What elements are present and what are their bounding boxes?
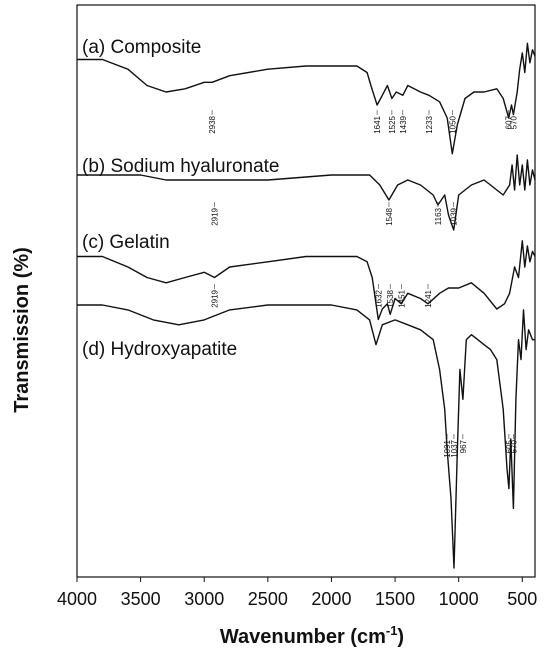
peak-label: 1451 bbox=[397, 289, 406, 307]
spectrum-line bbox=[77, 42, 536, 155]
peak-label: 1039 bbox=[450, 207, 459, 225]
series-label: (d) Hydroxyapatite bbox=[82, 339, 237, 360]
peak-label: 1241 bbox=[424, 289, 433, 307]
peak-label: 967 bbox=[459, 439, 468, 453]
series-1: (a) Composite 2938 1641 1525 1439 1233 1050 607… bbox=[77, 37, 536, 155]
peak-label: 2919 bbox=[211, 289, 220, 307]
x-tick-label: 3500 bbox=[121, 589, 161, 609]
peak-label: 2938 bbox=[208, 115, 217, 133]
plot-axes bbox=[76, 4, 536, 578]
peak-label: 605 bbox=[505, 439, 514, 453]
x-tick-label: 1500 bbox=[375, 589, 415, 609]
x-tick-label: 500 bbox=[507, 589, 537, 609]
peak-label: 1050 bbox=[448, 115, 457, 133]
peak-label: 570 bbox=[509, 115, 518, 129]
spectrum-line bbox=[77, 240, 536, 321]
series-2: (b) Sodium hyaluronate 2919 1548 1163 1039 bbox=[77, 154, 536, 231]
y-axis-title: Transmission (%) bbox=[11, 247, 33, 413]
x-axis-title-close: ) bbox=[397, 626, 404, 648]
x-axis-ticks: 4000 3500 3000 2500 2000 1500 1000 500 bbox=[57, 577, 537, 609]
spectrum-line bbox=[77, 304, 535, 569]
peak-label: 2919 bbox=[211, 207, 220, 225]
series-label: (c) Gelatin bbox=[82, 232, 170, 253]
x-tick-label: 2500 bbox=[248, 589, 288, 609]
peak-label: 1525 bbox=[388, 115, 397, 133]
spectrum-line bbox=[77, 154, 536, 231]
x-axis-title-main: Wavenumber (cm bbox=[220, 626, 386, 648]
peak-label: 1233 bbox=[425, 115, 434, 133]
peak-label: 1091 bbox=[443, 439, 452, 457]
spectra: (a) Composite 2938 1641 1525 1439 1233 1050 607… bbox=[77, 37, 536, 569]
x-tick-label: 2000 bbox=[311, 589, 351, 609]
x-tick-label: 4000 bbox=[57, 589, 97, 609]
peak-label: 1641 bbox=[373, 115, 382, 133]
peak-label: 1548 bbox=[385, 207, 394, 225]
peak-label: 1163 bbox=[434, 207, 443, 225]
series-label: (b) Sodium hyaluronate bbox=[82, 156, 280, 177]
peak-label: 607 bbox=[505, 115, 514, 129]
series-3: (c) Gelatin 2919 1632 1538 1451 1241 bbox=[77, 232, 536, 321]
peak-label: 1037 bbox=[450, 439, 459, 457]
x-tick-label: 1000 bbox=[439, 589, 479, 609]
x-axis-title-exponent: -1 bbox=[386, 623, 398, 638]
x-axis-title: Wavenumber (cm-1) bbox=[220, 623, 404, 648]
peak-label: 1538 bbox=[386, 289, 395, 307]
plot-frame bbox=[76, 4, 536, 578]
x-tick-label: 3000 bbox=[184, 589, 224, 609]
peak-label: 1439 bbox=[399, 115, 408, 133]
peak-label: 570 bbox=[509, 439, 518, 453]
peak-label: 1632 bbox=[374, 289, 383, 307]
series-label: (a) Composite bbox=[82, 37, 201, 58]
